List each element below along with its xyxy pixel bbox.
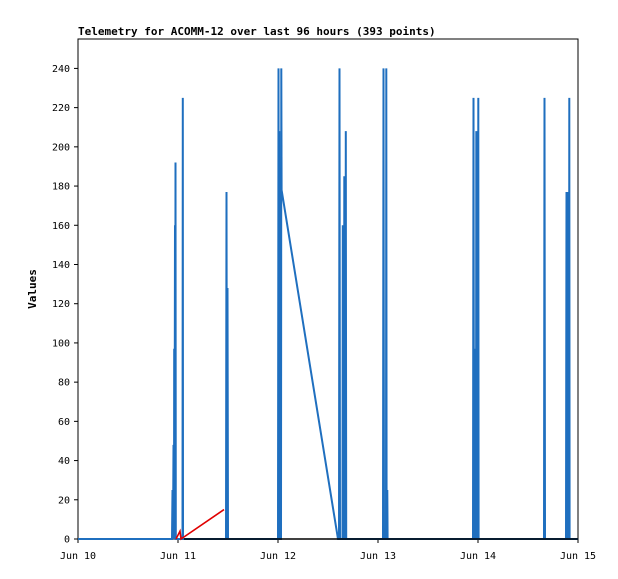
- plot-frame: [77, 38, 579, 540]
- y-tick-label: 60: [58, 417, 70, 428]
- x-tick-label: Jun 10: [60, 551, 96, 562]
- x-tick-label: Jun 15: [560, 551, 596, 562]
- y-axis-label: Values: [26, 269, 39, 309]
- y-tick-label: 40: [58, 456, 70, 467]
- y-tick-label: 100: [52, 338, 70, 349]
- y-tick-label: 140: [52, 260, 70, 271]
- series-line-1: [175, 508, 225, 541]
- y-axis: 0 20 40 60 80 100 120 140 160 180 200 220 240: [52, 64, 78, 546]
- y-tick-label: 180: [52, 182, 70, 193]
- y-tick-label: 120: [52, 299, 70, 310]
- y-tick-label: 240: [52, 64, 70, 75]
- y-tick-label: 160: [52, 221, 70, 232]
- y-tick-label: 80: [58, 378, 70, 389]
- x-tick-label: Jun 13: [360, 551, 396, 562]
- x-tick-label: Jun 12: [260, 551, 296, 562]
- series-layer: [78, 68, 578, 541]
- series-line-0: [78, 68, 578, 540]
- y-tick-label: 0: [64, 535, 70, 546]
- y-tick-label: 200: [52, 142, 70, 153]
- y-tick-label: 220: [52, 103, 70, 114]
- y-tick-label: 20: [58, 495, 70, 506]
- chart-title: Telemetry for ACOMM-12 over last 96 hour…: [78, 25, 436, 38]
- x-axis: Jun 10 Jun 11 Jun 12 Jun 13 Jun 14 Jun 15: [60, 539, 596, 562]
- x-tick-label: Jun 11: [160, 551, 196, 562]
- x-tick-label: Jun 14: [460, 551, 496, 562]
